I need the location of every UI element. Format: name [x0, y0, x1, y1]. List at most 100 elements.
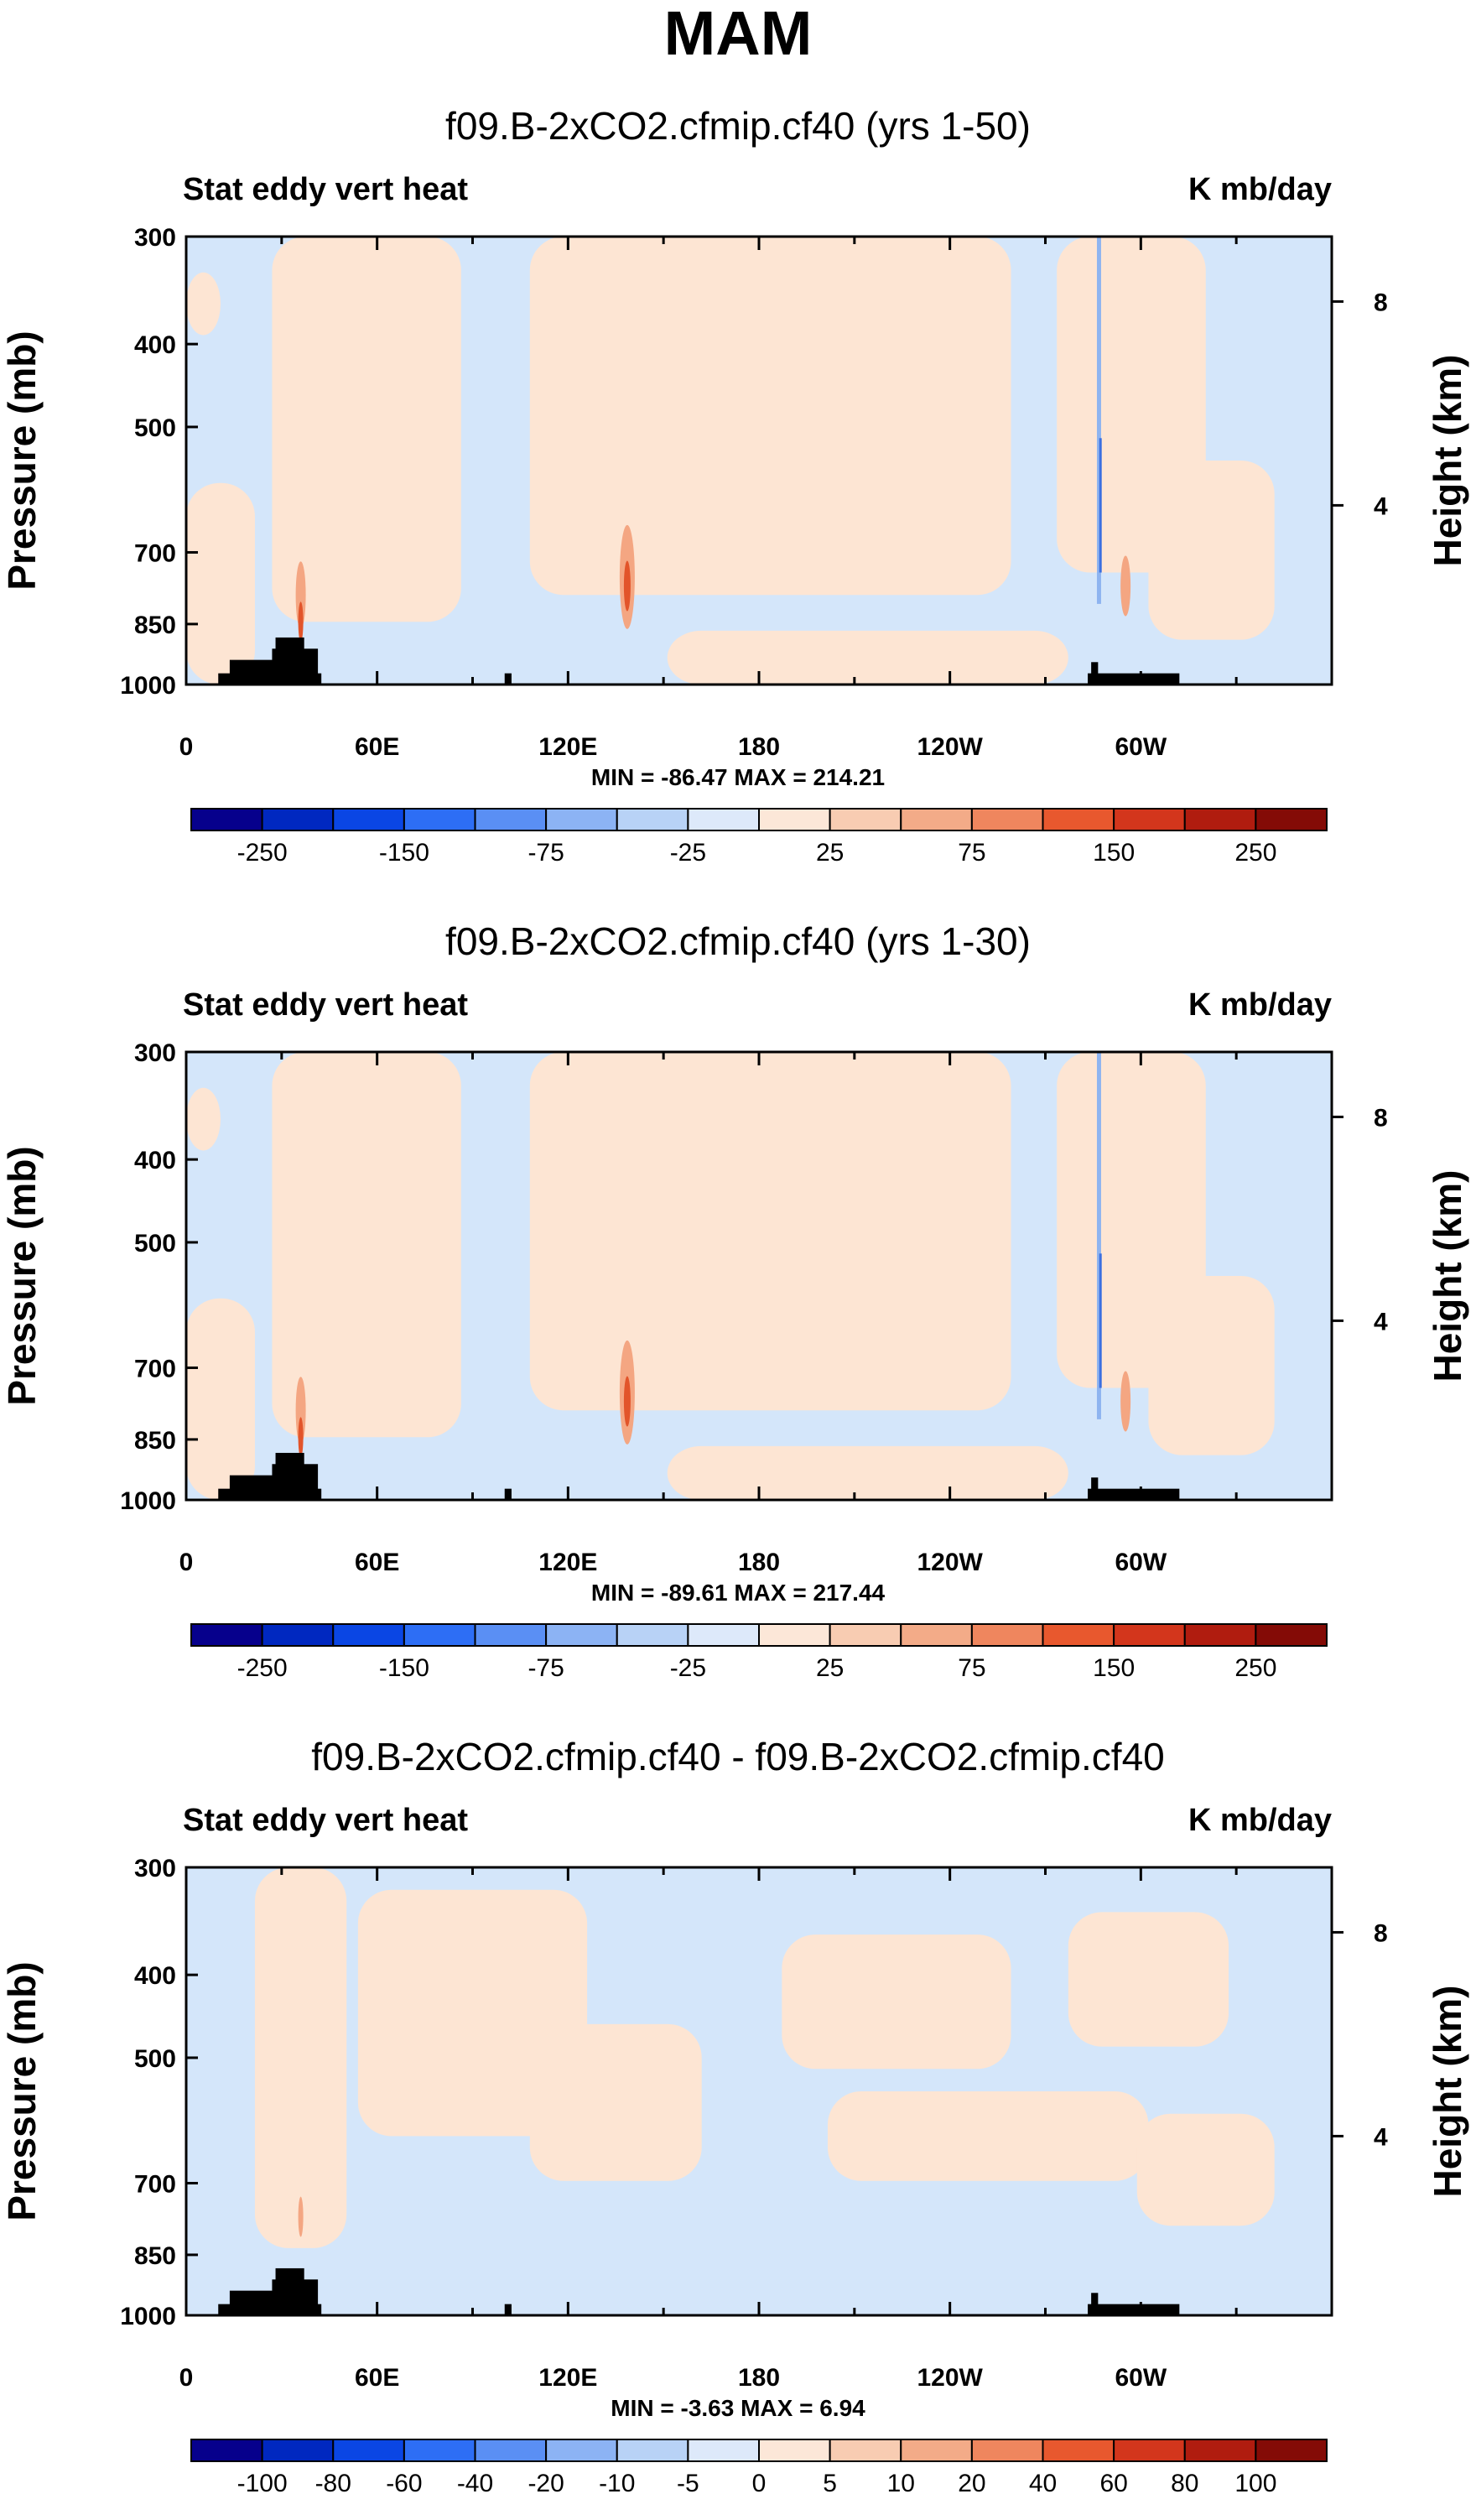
colorbar-box [900, 2439, 973, 2462]
colorbar-label: 75 [958, 1654, 985, 1682]
positive-region [529, 237, 1011, 596]
y-tick-label: 300 [134, 1855, 176, 1882]
positive-region [254, 1867, 347, 2248]
contour-field [186, 1867, 1332, 2315]
colorbar-label: -150 [379, 839, 429, 867]
y-tick-label: 850 [134, 2242, 176, 2270]
min-max-stats: MIN = -86.47 MAX = 214.21 [591, 764, 885, 790]
min-max-stats: MIN = -3.63 MAX = 6.94 [611, 2395, 865, 2421]
colorbar-label: 60 [1099, 2470, 1127, 2497]
colorbar-label: 25 [816, 839, 844, 867]
heating-core [298, 1417, 304, 1458]
y-right-tick-label: 8 [1374, 1919, 1388, 1947]
colorbar-box [616, 808, 689, 831]
colorbar-box [332, 2439, 405, 2462]
colorbar-box [1183, 1623, 1257, 1647]
x-tick-label: 120W [917, 1549, 983, 1576]
colorbar-box [616, 2439, 689, 2462]
colorbar-box [1255, 1623, 1328, 1647]
units-label: K mb/day [1188, 172, 1332, 207]
colorbar-label: 75 [958, 839, 985, 867]
terrain-mask [1091, 2293, 1099, 2315]
colorbar-label: -75 [528, 1654, 564, 1682]
terrain-mask [1091, 662, 1099, 685]
positive-region [272, 1052, 461, 1438]
x-tick-label: 60E [355, 1549, 399, 1576]
x-tick-label: 60W [1115, 733, 1167, 761]
colorbar-box [474, 2439, 548, 2462]
colorbar-box [474, 808, 548, 831]
colorbar-box [687, 2439, 760, 2462]
y-tick-label: 1000 [120, 1487, 176, 1515]
colorbar-label: -25 [670, 839, 706, 867]
terrain-mask [275, 637, 304, 685]
positive-region [667, 1445, 1068, 1500]
contour-field [186, 237, 1332, 685]
positive-region [186, 482, 255, 685]
colorbar-box [1113, 1623, 1186, 1647]
x-tick-label: 120E [538, 1549, 597, 1576]
colorbar-label: 250 [1234, 1654, 1276, 1682]
colorbar-label: 40 [1029, 2470, 1057, 2497]
colorbar-box [1255, 2439, 1328, 2462]
colorbar-box [1255, 808, 1328, 831]
x-tick-label: 180 [738, 2364, 780, 2392]
colorbar-box [474, 1623, 548, 1647]
y-tick-label: 300 [134, 224, 176, 252]
cooling-band [1096, 237, 1101, 604]
colorbar-label: -25 [670, 1654, 706, 1682]
colorbar-box [758, 2439, 831, 2462]
colorbar-box [758, 808, 831, 831]
colorbar-box [616, 1623, 689, 1647]
colorbar-label: 150 [1093, 839, 1135, 867]
y-tick-label: 400 [134, 1147, 176, 1174]
y-right-tick-label: 8 [1374, 1104, 1388, 1132]
colorbar-box [545, 2439, 618, 2462]
y-tick-label: 850 [134, 1427, 176, 1455]
positive-region [1148, 1276, 1275, 1455]
terrain-mask [275, 2267, 304, 2315]
terrain-mask [1088, 1488, 1180, 1500]
y-tick-label: 700 [134, 1355, 176, 1382]
colorbar-label: 10 [887, 2470, 915, 2497]
positive-region [186, 1087, 221, 1151]
x-tick-label: 60E [355, 2364, 399, 2392]
panel-title: f09.B-2xCO2.cfmip.cf40 (yrs 1-50) [445, 104, 1031, 148]
colorbar-box [970, 1623, 1044, 1647]
terrain-mask [504, 673, 512, 685]
y-tick-label: 300 [134, 1039, 176, 1067]
colorbar-box [1113, 2439, 1186, 2462]
colorbar-box [403, 1623, 476, 1647]
colorbar-box [1042, 808, 1115, 831]
x-tick-label: 60E [355, 733, 399, 761]
positive-region [1068, 1912, 1229, 2047]
colorbar-box [900, 1623, 973, 1647]
colorbar-label: 5 [823, 2470, 837, 2497]
y-right-tick-label: 4 [1374, 1308, 1388, 1335]
terrain-mask [504, 1488, 512, 1500]
variable-label: Stat eddy vert heat [183, 987, 468, 1023]
colorbar-label: 80 [1171, 2470, 1198, 2497]
figure-title: MAM [663, 0, 813, 68]
y-tick-label: 400 [134, 331, 176, 359]
colorbar-box [687, 808, 760, 831]
heating-maximum [298, 2196, 304, 2237]
positive-region [529, 2023, 702, 2181]
colorbar-box [545, 1623, 618, 1647]
cooling-band [1096, 1052, 1101, 1419]
panel-3: f09.B-2xCO2.cfmip.cf40 - f09.B-2xCO2.cfm… [0, 1735, 1469, 2497]
colorbar-box [829, 1623, 902, 1647]
x-tick-label: 60W [1115, 2364, 1167, 2392]
colorbar-box [261, 1623, 335, 1647]
y-tick-label: 400 [134, 1962, 176, 1990]
y-tick-label: 500 [134, 2045, 176, 2073]
colorbar-label: 100 [1234, 2470, 1276, 2497]
colorbar-label: -150 [379, 1654, 429, 1682]
heating-maximum [1120, 1371, 1131, 1432]
x-tick-label: 180 [738, 1549, 780, 1576]
x-tick-label: 180 [738, 733, 780, 761]
x-tick-label: 60W [1115, 1549, 1167, 1576]
positive-region [1136, 2113, 1275, 2226]
heating-maximum [295, 1377, 306, 1445]
y-tick-label: 500 [134, 414, 176, 442]
